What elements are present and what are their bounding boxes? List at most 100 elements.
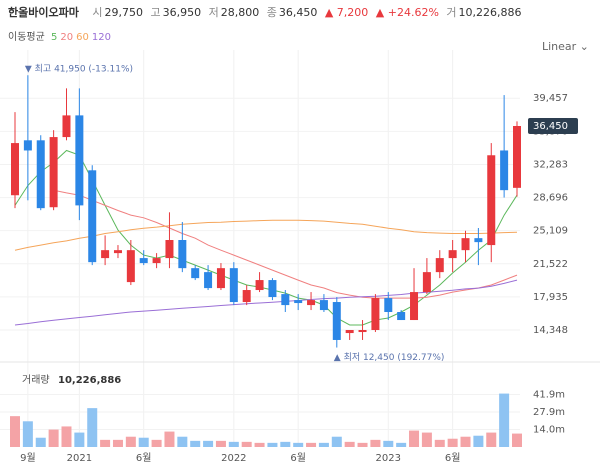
volume-bar [151, 439, 162, 447]
volume-bar [203, 440, 214, 447]
candle-body [23, 140, 32, 151]
volume-bar [486, 432, 497, 447]
candle-body [358, 330, 367, 333]
candle-body [242, 290, 251, 303]
volume-bar [267, 442, 278, 447]
open-value: 29,750 [104, 6, 143, 19]
volume-bar [241, 441, 252, 447]
volume-bar [177, 436, 188, 447]
high-label: 고 [150, 6, 161, 19]
candle-body [384, 298, 393, 312]
ma-line [14, 149, 518, 326]
volume-bar [138, 437, 149, 447]
candle-body [487, 155, 496, 246]
candle-body [397, 312, 406, 321]
ma-line [14, 219, 518, 251]
high-annotation: ▼ 최고 41,950 (-13.11%) [25, 64, 133, 75]
volume-tick-label: 27.9m [533, 407, 565, 418]
volume-bar [48, 429, 59, 447]
volume-bar [190, 440, 201, 447]
candle-body [152, 258, 161, 264]
candle-body [500, 150, 509, 191]
volume-title: 거래량 [22, 374, 50, 386]
volume-bar [293, 442, 304, 447]
close-value: 36,450 [278, 6, 318, 19]
candle-body [139, 258, 148, 264]
volume-bar [331, 436, 342, 447]
ma-legend-item: 120 [91, 32, 111, 43]
candle-body [204, 272, 213, 289]
low-label: 저 [208, 6, 219, 19]
volume-bar [318, 442, 329, 447]
low-annotation: ▲ 최저 12,450 (192.77%) [334, 352, 445, 363]
ma-title: 이동평균 [8, 32, 45, 43]
candle-body [126, 250, 135, 283]
x-tick-label: 2021 [67, 453, 92, 464]
candle-body [36, 140, 45, 209]
candle-body [268, 280, 277, 298]
candle-body [281, 294, 290, 306]
last-price-tag [528, 118, 578, 134]
stock-name: 한올바이오파마 [8, 6, 79, 19]
candle-body [294, 300, 303, 304]
volume-bar [254, 442, 265, 447]
volume-bar [74, 432, 85, 447]
volume-bar [357, 442, 368, 447]
candle-body [75, 115, 84, 206]
change-pct: ▲ +24.62% [375, 6, 439, 19]
candle-body [410, 292, 419, 321]
scale-menu[interactable]: Linear ⌄ [542, 40, 589, 53]
volume-bar [344, 441, 355, 447]
volume-label: 거 [446, 6, 457, 19]
candle-body [307, 300, 316, 306]
candle-body [11, 143, 19, 196]
close-label: 종 [266, 6, 277, 19]
volume-bar [460, 436, 471, 447]
volume-bar [112, 439, 123, 447]
candle-body [474, 238, 483, 243]
candle-body [178, 240, 187, 269]
candle-body [371, 298, 380, 330]
volume-bar [100, 439, 111, 447]
volume-bar [383, 440, 394, 447]
x-tick-label: 6월 [290, 452, 306, 464]
volume-bar [215, 440, 226, 447]
volume-tick-label: 41.9m [533, 389, 565, 400]
volume-bar [370, 439, 381, 447]
candle-body [113, 250, 122, 254]
y-tick-label: 14,348 [533, 325, 568, 336]
candle-body [216, 268, 225, 289]
ma-legend-item: 20 [60, 32, 74, 43]
candle-body [461, 238, 470, 251]
x-tick-label: 6월 [136, 452, 152, 464]
candle-body [229, 268, 238, 303]
volume-bar [61, 426, 72, 447]
high-value: 36,950 [162, 6, 202, 19]
ma-legend-item: 5 [51, 32, 58, 43]
candle-body [345, 330, 354, 334]
scale-menu-label[interactable]: Linear [542, 40, 577, 53]
volume-bar [473, 435, 484, 447]
volume-bar [164, 431, 175, 447]
x-tick-label: 2022 [221, 453, 246, 464]
volume-bar [35, 437, 46, 447]
candle-body [435, 258, 444, 273]
volume-bar [125, 436, 136, 447]
volume-bar [499, 393, 510, 447]
last-price-label: 36,450 [533, 121, 568, 132]
x-tick-label: 2023 [376, 453, 401, 464]
volume-bar [306, 442, 317, 447]
y-tick-label: 28,696 [533, 193, 568, 204]
candle-body [62, 115, 71, 138]
x-tick-label: 9월 [20, 452, 36, 464]
volume-tick-label: 14.0m [533, 424, 565, 435]
candle-body [513, 126, 521, 188]
header: 한올바이오파마 시 29,750 고 36,950 저 28,800 종 36,450 … [8, 4, 522, 20]
candle-body [101, 250, 110, 259]
candle-body [49, 137, 58, 208]
candle-body [191, 268, 200, 279]
candle-body [255, 280, 264, 291]
volume-bar [421, 432, 432, 447]
volume-bar [280, 441, 291, 447]
